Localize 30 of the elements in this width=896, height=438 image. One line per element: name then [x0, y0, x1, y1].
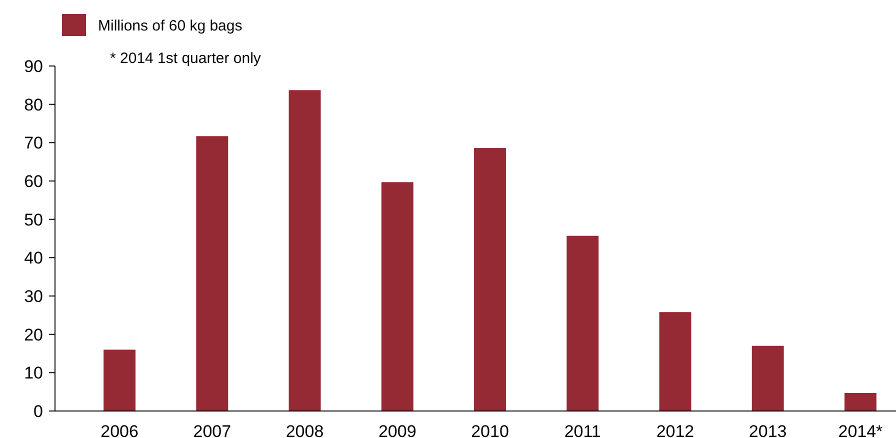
y-tick-label: 80 — [24, 95, 43, 114]
bar — [659, 312, 692, 411]
bar — [844, 392, 876, 411]
x-tick-label: 2013 — [748, 422, 787, 438]
y-tick-label: 60 — [24, 172, 43, 191]
bar — [104, 350, 136, 411]
bar — [752, 346, 784, 411]
x-tick-label: 2010 — [471, 422, 509, 438]
x-tick-label: 2009 — [378, 422, 416, 438]
x-tick-label: 2006 — [100, 422, 138, 438]
y-tick-label: 30 — [24, 286, 43, 306]
y-tick-label: 40 — [24, 248, 43, 268]
x-tick-label: 2008 — [286, 422, 324, 438]
x-tick-label: 2014* — [838, 422, 884, 438]
annotation: * 2014 1st quarter only — [110, 50, 262, 67]
bar — [288, 90, 321, 411]
bar — [381, 182, 414, 411]
legend-label: Millions of 60 kg bags — [98, 17, 242, 34]
y-tick-label: 70 — [24, 134, 43, 153]
y-tick-label: 10 — [24, 364, 43, 383]
y-tick-label: 0 — [34, 402, 43, 421]
bar — [474, 148, 506, 411]
y-tick-label: 20 — [24, 325, 43, 344]
bar — [196, 136, 228, 411]
bar — [566, 236, 599, 411]
x-tick-label: 2011 — [564, 422, 601, 438]
x-tick-label: 2007 — [193, 422, 232, 438]
y-tick-label: 90 — [24, 56, 43, 76]
x-tick-label: 2012 — [656, 422, 694, 438]
y-tick-label: 50 — [24, 210, 43, 230]
